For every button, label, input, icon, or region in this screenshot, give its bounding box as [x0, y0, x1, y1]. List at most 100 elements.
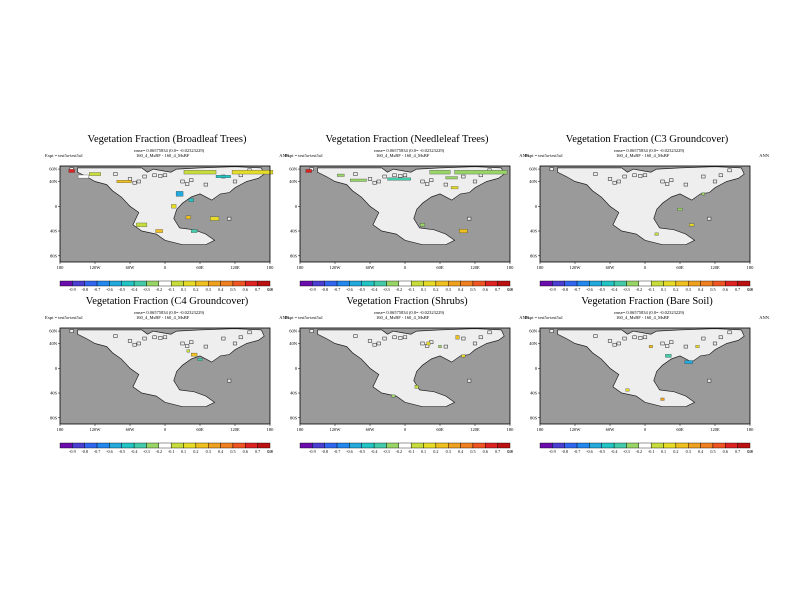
island: [642, 173, 648, 178]
colorbar-label: 0.7: [495, 449, 500, 454]
colorbar-swatch: [121, 280, 135, 287]
colorbar-swatch: [435, 442, 449, 449]
colorbar-label: 0.2: [193, 449, 198, 454]
period-label: ANN: [279, 315, 289, 320]
colorbar-label: -0.1: [648, 449, 655, 454]
colorbar-label: -0.7: [334, 449, 341, 454]
colorbar-swatch: [183, 280, 197, 287]
island: [203, 344, 208, 349]
colorbar-label: -0.6: [586, 449, 593, 454]
island: [420, 179, 425, 184]
colorbar-swatch: [59, 442, 73, 449]
x-tick-label: 0: [404, 265, 407, 270]
period-label: ANN: [759, 315, 769, 320]
colorbar-label: -0.4: [131, 287, 139, 292]
island: [593, 334, 598, 338]
x-tick-label: 60W: [366, 265, 376, 270]
map-title: Vegetation Fraction (C3 Groundcover): [565, 134, 729, 145]
anomaly-cell: [186, 349, 190, 353]
colorbar-swatch: [386, 442, 400, 449]
colorbar-label: 0.5: [710, 449, 715, 454]
island: [185, 344, 190, 348]
island: [180, 341, 185, 346]
colorbar-swatch: [232, 442, 246, 449]
expt-label: Expt = test5a-test5a1: [525, 315, 564, 320]
island: [472, 341, 478, 346]
colorbar-swatch: [589, 280, 602, 287]
colorbar-label: -0.8: [321, 449, 328, 454]
colorbar-swatch: [324, 442, 338, 449]
island: [113, 172, 118, 176]
anomaly-cell: [191, 229, 198, 233]
colorbar-swatch: [539, 280, 553, 287]
colorbar-swatch: [410, 280, 424, 287]
colorbar-swatch: [650, 280, 664, 287]
colorbar-swatch: [497, 442, 511, 449]
island: [467, 216, 472, 221]
colorbar-label: -0.3: [383, 287, 390, 292]
colorbar-swatch: [725, 280, 738, 287]
x-tick-label: 0: [164, 427, 167, 432]
colorbar-label: 0.7: [735, 449, 740, 454]
anomaly-cell: [215, 175, 231, 178]
island: [429, 178, 434, 182]
map-panel-broadleaf-trees: Vegetation Fraction (Broadleaf Trees) rms…: [42, 134, 292, 292]
anomaly-cell: [77, 174, 89, 179]
island: [707, 378, 712, 383]
island: [132, 342, 137, 347]
anomaly-cell: [438, 345, 442, 348]
island: [152, 335, 157, 340]
colorbar-label: -0.8: [561, 449, 568, 454]
colorbar-swatch: [170, 280, 184, 287]
island: [660, 179, 665, 184]
colorbar-swatch: [336, 280, 350, 287]
colorbar-label: -0.3: [623, 287, 630, 292]
x-tick-label: 60E: [196, 265, 204, 270]
y-tick-label: 0: [295, 366, 298, 371]
y-tick-label: 0: [535, 366, 538, 371]
y-tick-label: 40S: [290, 391, 298, 396]
expt-label: Expt = test5a-test5a1: [45, 153, 84, 158]
expt-label: Expt = test5a-test5a1: [285, 315, 324, 320]
anomaly-cell: [454, 170, 508, 175]
colorbar-swatch: [195, 442, 209, 449]
x-tick-label: 120E: [710, 427, 720, 432]
x-tick-label: 120E: [710, 265, 720, 270]
colorbar-swatch: [299, 442, 313, 449]
x-tick-label: 180: [267, 265, 275, 270]
island: [142, 174, 147, 179]
colorbar-label: -0.6: [586, 287, 593, 292]
colorbar-swatch: [146, 280, 160, 287]
land-mass: [557, 328, 745, 408]
map-panel-c3-groundcover: Vegetation Fraction (C3 Groundcover) rmse…: [522, 134, 772, 292]
colorbar-swatch: [564, 280, 578, 287]
map-svg: 180 120W 60W 0 60E 120E 180 60N 40N 0 40S 80S -0.9 -0…: [49, 165, 275, 292]
colorbar-label: 0.6: [483, 287, 488, 292]
colorbar-swatch: [638, 280, 652, 287]
colorbar-label: -0.9: [549, 449, 556, 454]
colorbar-swatch: [109, 280, 122, 287]
anomaly-cell: [175, 191, 184, 197]
y-tick-label: 40N: [49, 179, 58, 184]
colorbar-label: -0.9: [549, 287, 556, 292]
x-tick-label: 60E: [436, 265, 444, 270]
rmse-label: rmse= 0.06575834 (0.0= -0.02323229): [134, 148, 205, 153]
colorbar-label: 0.9: [747, 287, 752, 292]
colorbar-label: 0.8: [267, 287, 272, 292]
colorbar-label: -0.7: [574, 287, 581, 292]
y-tick-label: 40S: [50, 391, 58, 396]
anomaly-cell: [197, 358, 203, 361]
y-tick-label: 0: [55, 204, 58, 209]
colorbar-swatch: [472, 280, 486, 287]
colorbar-swatch: [109, 442, 122, 449]
colorbar-swatch: [638, 442, 652, 449]
x-tick-label: 60E: [676, 265, 684, 270]
ctrl-label: 160_4_MsBF - 160_4_MsBF: [616, 315, 670, 320]
island: [622, 336, 627, 341]
island: [152, 173, 157, 178]
island: [136, 341, 141, 346]
period-label: ANN: [759, 153, 769, 158]
x-tick-label: 120W: [330, 265, 342, 270]
rmse-label: rmse= 0.06575834 (0.0= -0.02323229): [134, 310, 205, 315]
colorbar-label: 0.1: [421, 449, 426, 454]
